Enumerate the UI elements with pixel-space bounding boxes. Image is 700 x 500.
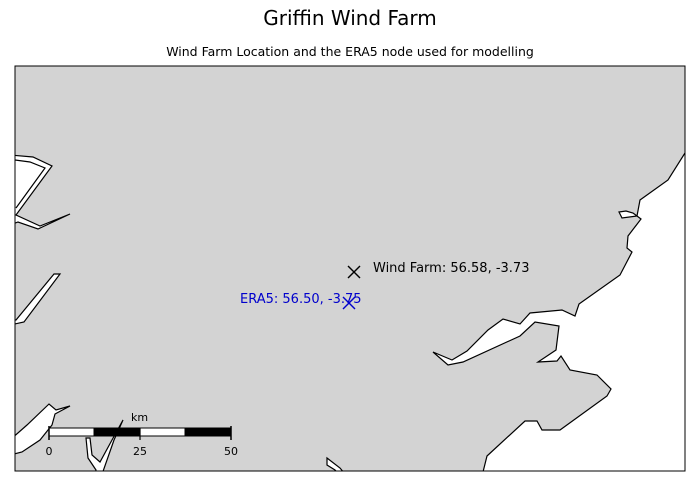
sea-area <box>432 151 685 471</box>
scale-tick-25: 25 <box>133 445 147 458</box>
x-marker-icon <box>342 296 356 310</box>
era5-marker: ERA5: 56.50, -3.75 <box>240 292 362 310</box>
scale-bar-unit: km <box>131 411 148 424</box>
map-title: Griffin Wind Farm <box>263 6 437 30</box>
scale-tick-0: 0 <box>46 445 53 458</box>
wind-farm-label: Wind Farm: 56.58, -3.73 <box>373 261 529 276</box>
left-inlet-upper-inner <box>15 159 46 209</box>
left-inlet-upper <box>15 154 71 230</box>
era5-label: ERA5: 56.50, -3.75 <box>240 292 362 307</box>
bottom-coast-fragment <box>326 456 344 471</box>
scale-tick-50: 50 <box>224 445 238 458</box>
left-inlet-middle <box>15 273 62 325</box>
map-area <box>15 66 685 471</box>
scale-bar: km 0 25 50 <box>46 411 239 458</box>
map-frame <box>14 65 686 472</box>
map-subtitle: Wind Farm Location and the ERA5 node use… <box>166 44 534 59</box>
wind-farm-marker: Wind Farm: 56.58, -3.73 <box>347 261 529 279</box>
x-marker-icon <box>347 265 361 279</box>
bottom-left-estuary <box>15 403 71 455</box>
